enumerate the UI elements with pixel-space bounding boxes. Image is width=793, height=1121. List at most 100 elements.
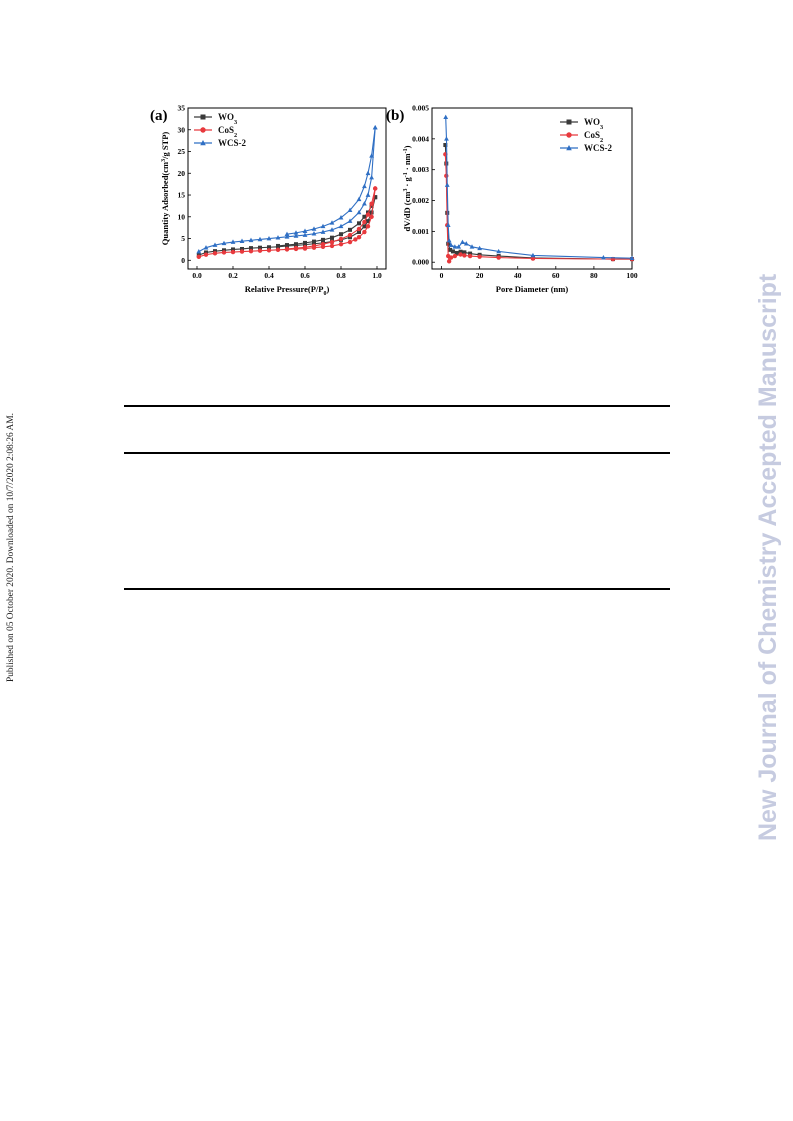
- legend-marker: [566, 145, 572, 151]
- data-point: [275, 247, 281, 253]
- data-point: [248, 248, 254, 254]
- data-point: [356, 196, 362, 202]
- data-point: [362, 224, 367, 229]
- data-point: [468, 251, 473, 256]
- data-point: [339, 232, 343, 237]
- data-point: [443, 114, 449, 120]
- panel-label: (b): [386, 108, 404, 124]
- x-axis-title: Relative Pressure(P/P0): [245, 284, 330, 297]
- data-point: [530, 252, 536, 258]
- y-tick-label: 0.001: [412, 227, 429, 236]
- data-point: [347, 239, 353, 245]
- data-point: [601, 254, 606, 260]
- series-cos2: [443, 152, 635, 264]
- data-point: [365, 192, 371, 197]
- data-point: [462, 253, 467, 258]
- data-point: [348, 227, 352, 232]
- data-point: [462, 250, 467, 255]
- y-tick-label: 20: [178, 169, 186, 178]
- data-point: [460, 239, 465, 244]
- data-point: [444, 182, 450, 187]
- data-point: [293, 233, 299, 238]
- data-point: [496, 255, 501, 260]
- data-point: [446, 259, 452, 264]
- data-point: [284, 234, 290, 239]
- x-tick-label: 0.0: [192, 271, 202, 280]
- data-point: [275, 235, 281, 240]
- x-tick-label: 0.8: [336, 271, 346, 280]
- data-point: [365, 170, 371, 176]
- data-point: [320, 229, 326, 234]
- data-point: [266, 248, 272, 253]
- data-point: [338, 236, 344, 242]
- data-point: [450, 249, 455, 254]
- data-point: [267, 245, 271, 250]
- legend-marker: [200, 114, 206, 120]
- data-point: [362, 201, 367, 206]
- data-point: [362, 229, 367, 235]
- data-point: [347, 232, 353, 238]
- data-point: [212, 242, 218, 247]
- data-point: [302, 245, 308, 250]
- x-tick-label: 0.6: [300, 271, 310, 280]
- data-point: [347, 207, 353, 213]
- x-tick-label: 0.2: [228, 271, 238, 280]
- y-tick-label: 30: [178, 125, 186, 134]
- data-point: [312, 239, 316, 244]
- data-point: [330, 235, 334, 240]
- legend-marker: [566, 119, 572, 125]
- data-point: [444, 136, 449, 141]
- data-point: [321, 237, 325, 242]
- y-tick-label: 0.003: [412, 165, 429, 174]
- x-tick-label: 20: [476, 271, 484, 280]
- data-point: [372, 124, 378, 130]
- publication-note: Published on 05 October 2020. Downloaded…: [6, 413, 16, 682]
- data-point: [203, 252, 209, 257]
- y-tick-label: 10: [178, 212, 186, 221]
- data-point: [365, 224, 371, 229]
- table-top-rule: [124, 405, 670, 407]
- data-point: [329, 220, 335, 225]
- plot-frame: [431, 107, 633, 270]
- data-point: [477, 254, 482, 259]
- data-point: [448, 247, 453, 252]
- data-point: [221, 250, 227, 255]
- y-tick-label: 5: [181, 234, 185, 243]
- data-point: [293, 230, 299, 235]
- data-point: [257, 248, 263, 253]
- data-point: [239, 238, 245, 243]
- data-point: [285, 243, 289, 248]
- data-point: [239, 249, 245, 254]
- data-point: [276, 243, 280, 248]
- data-point: [477, 245, 483, 251]
- table-header-rule: [124, 452, 670, 454]
- series-cos2: [196, 186, 378, 260]
- data-point: [203, 245, 209, 250]
- panel-b-pore-distribution-chart: 0 20 40 60 80 100 0.000 0.001 0.002 0.003 0.004 0.0…: [386, 104, 638, 295]
- series-line: [444, 144, 632, 260]
- data-point: [629, 255, 635, 261]
- data-point: [445, 222, 451, 228]
- y-tick-label: 35: [178, 104, 186, 113]
- data-point: [454, 250, 459, 255]
- data-point: [230, 249, 236, 255]
- data-point: [338, 215, 344, 220]
- data-point: [293, 245, 299, 251]
- table-bottom-rule: [124, 588, 670, 590]
- data-point: [294, 242, 298, 247]
- legend-marker: [566, 132, 572, 138]
- data-point: [369, 201, 374, 206]
- legend-marker: [200, 127, 206, 133]
- data-point: [357, 221, 361, 226]
- data-point: [258, 245, 262, 250]
- series-line: [444, 154, 632, 263]
- data-point: [362, 219, 367, 225]
- x-tick-label: 60: [552, 271, 560, 280]
- data-point: [311, 231, 317, 236]
- data-point: [373, 186, 378, 191]
- data-point: [221, 240, 227, 246]
- data-point: [212, 251, 218, 256]
- y-tick-label: 0.005: [412, 104, 429, 113]
- data-point: [196, 248, 202, 254]
